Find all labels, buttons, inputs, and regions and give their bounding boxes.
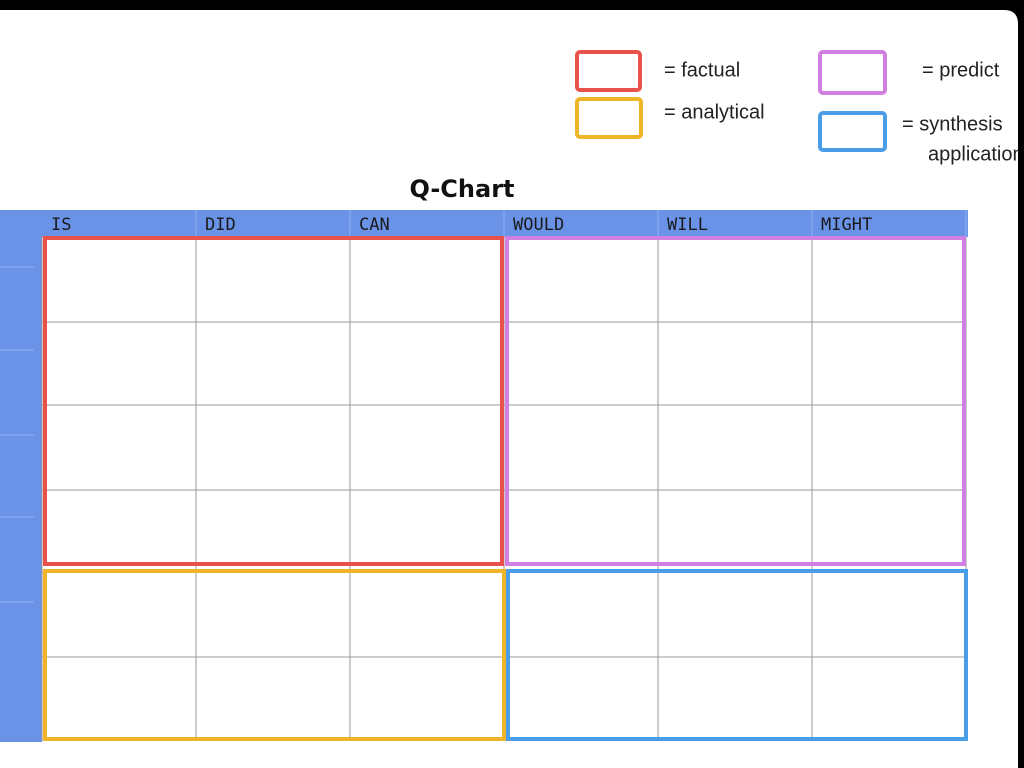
legend-swatch bbox=[818, 50, 887, 95]
legend-label: = factual bbox=[664, 59, 740, 81]
question-region bbox=[506, 569, 968, 741]
legend-label: application bbox=[928, 143, 1024, 165]
column-label: MIGHT bbox=[821, 215, 872, 235]
question-region bbox=[43, 569, 506, 741]
column-label: WOULD bbox=[513, 215, 564, 235]
content: = factual = analytical = predict = synthesi… bbox=[0, 50, 1024, 742]
header-row bbox=[0, 210, 968, 237]
chart-title: Q-Chart bbox=[409, 175, 514, 203]
legend-swatch bbox=[818, 111, 887, 152]
legend-label: = analytical bbox=[664, 101, 765, 123]
legend-label: = synthesis bbox=[902, 113, 1003, 135]
column-label: CAN bbox=[359, 215, 390, 235]
legend-swatch bbox=[575, 50, 642, 92]
question-region bbox=[43, 236, 504, 566]
column-label: WILL bbox=[667, 215, 708, 235]
legend-swatch bbox=[575, 97, 643, 139]
question-region bbox=[505, 236, 966, 566]
column-label: IS bbox=[51, 215, 71, 235]
legend-label: = predict bbox=[922, 59, 1000, 81]
row-header-column bbox=[0, 210, 42, 742]
column-label: DID bbox=[205, 215, 236, 235]
right-edge bbox=[1018, 0, 1024, 768]
